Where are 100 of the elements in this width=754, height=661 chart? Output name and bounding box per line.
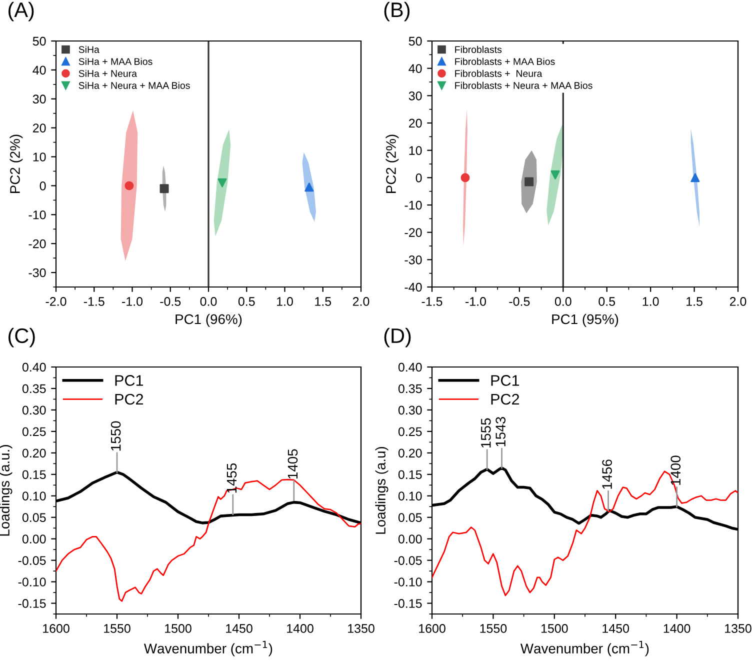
legend-label: PC1: [115, 375, 144, 386]
legend-label: SiHa + MAA Bios: [78, 58, 152, 65]
y-tick-label: -20: [404, 228, 422, 237]
legend-label: SiHa + Neura + MAA Bios: [78, 82, 190, 89]
chart-title: (C): [8, 328, 35, 348]
x-tick-label: 1350: [348, 624, 374, 633]
y-axis-title: Loadings (a.u): [375, 446, 388, 534]
y-axis-title: PC2 (2%): [10, 134, 23, 193]
y-tick-label: 30: [408, 91, 422, 100]
y-tick-label: 0: [416, 173, 422, 182]
point: [690, 173, 700, 182]
annotation: 1455: [226, 463, 237, 493]
point: [460, 173, 470, 182]
point: [524, 177, 534, 186]
x-tick-label: 1450: [226, 624, 252, 633]
y-tick-label: 30: [32, 94, 46, 104]
x-tick-label: -1.0: [122, 297, 143, 306]
x-tick-label: 0.0: [554, 297, 572, 306]
y-tick-label: 0.30: [22, 406, 46, 415]
y-tick-label: 0.05: [22, 513, 46, 522]
x-tick-label: 1550: [480, 624, 507, 633]
y-tick-label: -0.15: [394, 599, 422, 608]
legend-label: PC2: [115, 394, 144, 405]
y-tick-label: -20: [28, 239, 46, 248]
x-axis-title: PC1 (95%): [552, 314, 618, 327]
x-axis-title: PC1 (96%): [176, 314, 242, 327]
x-tick-label: 1.5: [315, 297, 332, 306]
y-tick-label: 0.00: [398, 534, 422, 544]
annotation: 1400: [670, 456, 681, 485]
chart-title: (B): [384, 2, 410, 22]
legend-label: SiHa: [78, 46, 100, 53]
y-axis-title: PC2 (2%): [386, 134, 399, 193]
y-tick-label: 20: [33, 124, 46, 132]
x-tick-label: -2.0: [46, 297, 66, 306]
x-tick-label: 2.0: [352, 297, 370, 306]
y-tick-label: 0.05: [398, 513, 422, 522]
x-tick-label: 1350: [725, 624, 752, 633]
y-tick-label: 0.15: [22, 470, 46, 480]
point: [550, 170, 560, 180]
x-tick-label: 2.0: [730, 297, 746, 306]
y-tick-label: 0.35: [398, 384, 422, 394]
legend-label: Fibroblasts + MAA Bios: [455, 58, 555, 65]
x-tick-label: 1600: [419, 624, 446, 633]
y-tick-label: 0.20: [398, 448, 422, 458]
legend-label: Fibroblasts + Neura + MAA Bios: [455, 82, 592, 89]
y-tick-label: 0.35: [22, 384, 46, 394]
y-tick-label: -0.15: [18, 599, 46, 608]
legend-label: Fibroblasts + Neura: [455, 70, 542, 77]
annotation: 1550: [110, 421, 121, 451]
y-tick-label: 0: [40, 182, 46, 190]
y-tick-label: -0.05: [18, 556, 46, 565]
x-tick-label: 1.5: [686, 297, 702, 306]
x-tick-label: 0.0: [200, 297, 217, 306]
x-tick-label: -1.0: [466, 297, 486, 306]
y-tick-label: 0.10: [398, 492, 422, 501]
x-tick-label: 1400: [664, 624, 690, 633]
y-tick-label: -10: [404, 200, 422, 210]
x-tick-label: 1500: [165, 624, 192, 633]
x-tick-label: 0.5: [238, 297, 255, 306]
x-tick-label: 1400: [287, 624, 314, 633]
y-tick-label: -0.10: [394, 578, 422, 586]
y-tick-label: 0.40: [398, 362, 422, 372]
x-tick-label: 1450: [602, 624, 630, 633]
y-tick-label: 0.10: [22, 492, 46, 501]
x-tick-label: 1.0: [642, 297, 659, 306]
y-tick-label: 50: [408, 36, 422, 46]
x-axis-title: Wavenumber (cm$^{−1}$): [520, 640, 649, 656]
x-tick-label: -0.5: [160, 297, 181, 306]
y-tick-label: 10: [33, 152, 46, 162]
y-tick-label: -0.05: [394, 556, 422, 565]
chart-title: (D): [384, 328, 411, 348]
x-tick-label: 1.0: [277, 297, 293, 306]
y-tick-label: 0.30: [398, 406, 422, 415]
x-tick-label: 1600: [43, 624, 70, 633]
x-tick-label: -1.5: [84, 297, 104, 306]
y-tick-label: -0.10: [18, 578, 46, 586]
chart-title: (A): [8, 2, 34, 22]
y-tick-label: 0.40: [22, 362, 46, 372]
legend-label: SiHa + Neura: [78, 70, 137, 77]
x-axis-title: Wavenumber (cm$^{−1}$): [144, 640, 272, 656]
annotation: 1543: [496, 417, 506, 446]
y-tick-label: -30: [28, 268, 46, 278]
x-tick-label: 1550: [104, 624, 130, 633]
y-tick-label: 0.20: [22, 448, 46, 458]
y-tick-label: 10: [409, 146, 422, 155]
annotation: 1555: [481, 418, 491, 448]
x-tick-label: -0.5: [509, 297, 530, 306]
y-tick-label: 0.25: [398, 427, 422, 436]
y-tick-label: 40: [408, 64, 422, 73]
y-tick-label: 0.25: [22, 427, 46, 436]
y-tick-label: 40: [32, 66, 46, 75]
y-tick-label: 20: [409, 118, 422, 128]
legend-label: Fibroblasts: [455, 46, 502, 53]
x-tick-label: 0.5: [598, 297, 616, 306]
x-tick-label: -1.5: [422, 297, 442, 306]
legend-label: PC1: [491, 375, 520, 386]
legend-label: PC2: [491, 394, 520, 405]
annotation: 1456: [602, 460, 612, 489]
y-tick-label: -30: [404, 255, 422, 264]
annotation: 1405: [288, 449, 298, 478]
